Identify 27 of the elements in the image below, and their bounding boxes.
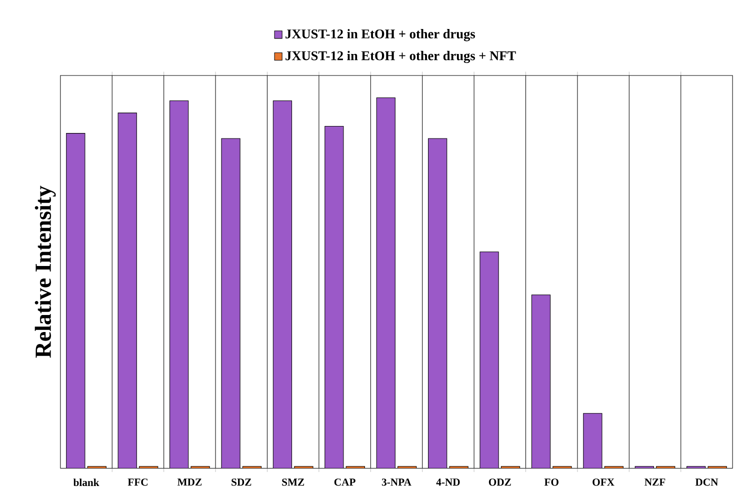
x-tick-label: OFX bbox=[592, 478, 614, 486]
bar bbox=[170, 100, 189, 468]
bar bbox=[66, 132, 86, 468]
legend-label: JXUST-12 in EtOH + other drugs bbox=[286, 28, 475, 42]
x-tick-label: NZF bbox=[644, 478, 666, 486]
x-tick-label: FO bbox=[544, 478, 558, 486]
bar bbox=[272, 100, 292, 468]
x-tick-label: SMZ bbox=[282, 478, 304, 486]
bar bbox=[376, 97, 396, 468]
legend-label: JXUST-12 in EtOH + other drugs + NFT bbox=[286, 50, 516, 63]
bar bbox=[118, 112, 137, 468]
bar bbox=[583, 413, 602, 468]
x-tick-label: DCN bbox=[695, 478, 718, 486]
bar bbox=[480, 251, 499, 468]
bar bbox=[324, 126, 344, 468]
x-tick-label: CAP bbox=[334, 478, 356, 486]
bar bbox=[531, 294, 551, 468]
x-tick-label: FFC bbox=[128, 478, 148, 486]
x-tick-label: 4-ND bbox=[436, 478, 460, 486]
x-tick-label: 3-NPA bbox=[382, 478, 412, 486]
x-tick-label: SDZ bbox=[232, 478, 252, 486]
x-tick-label: ODZ bbox=[488, 478, 511, 486]
x-tick-label: MDZ bbox=[177, 478, 202, 486]
bar bbox=[221, 138, 240, 468]
y-axis-title: Relative Intensity bbox=[34, 186, 56, 358]
x-tick-label: blank bbox=[73, 478, 100, 486]
bar bbox=[428, 138, 448, 468]
